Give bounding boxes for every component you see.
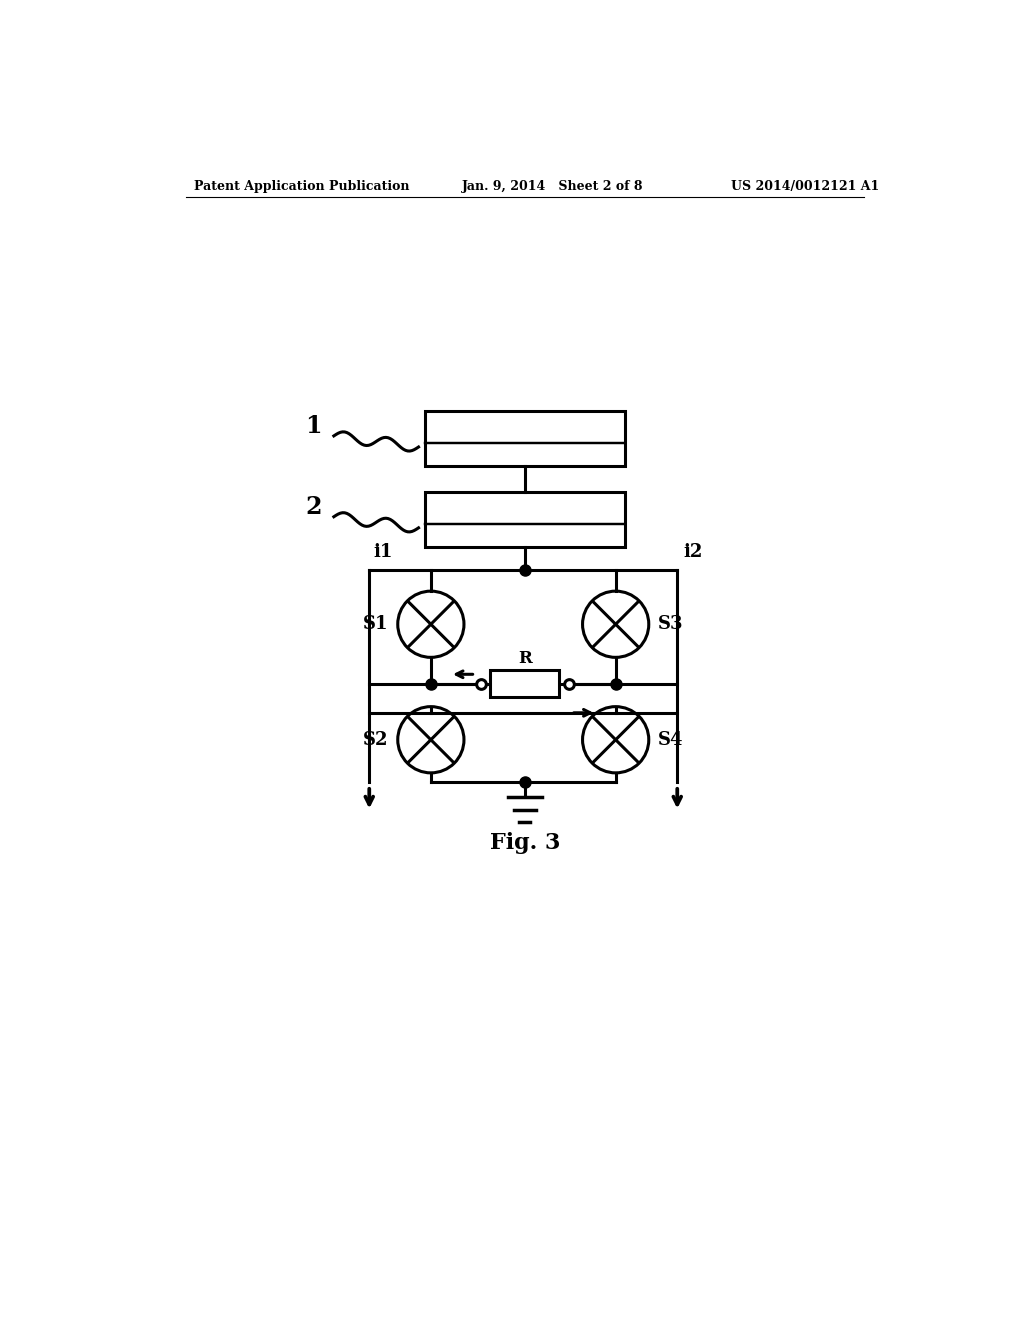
Text: Patent Application Publication: Patent Application Publication — [194, 180, 410, 193]
Circle shape — [583, 591, 649, 657]
Text: S2: S2 — [364, 731, 388, 748]
Bar — [425, 492, 625, 548]
Text: US 2014/0012121 A1: US 2014/0012121 A1 — [731, 180, 880, 193]
Text: R: R — [518, 649, 531, 667]
Text: 2: 2 — [305, 495, 322, 519]
Bar — [490, 671, 559, 697]
Text: S1: S1 — [364, 615, 388, 634]
Text: Jan. 9, 2014   Sheet 2 of 8: Jan. 9, 2014 Sheet 2 of 8 — [462, 180, 643, 193]
Text: Fig. 3: Fig. 3 — [489, 832, 560, 854]
Text: i1: i1 — [373, 543, 392, 561]
Text: i2: i2 — [683, 543, 702, 561]
Circle shape — [397, 706, 464, 774]
Text: S4: S4 — [658, 731, 683, 748]
Text: 1: 1 — [305, 414, 322, 438]
Text: S3: S3 — [658, 615, 683, 634]
Bar — [425, 411, 625, 466]
Circle shape — [397, 591, 464, 657]
Circle shape — [583, 706, 649, 774]
